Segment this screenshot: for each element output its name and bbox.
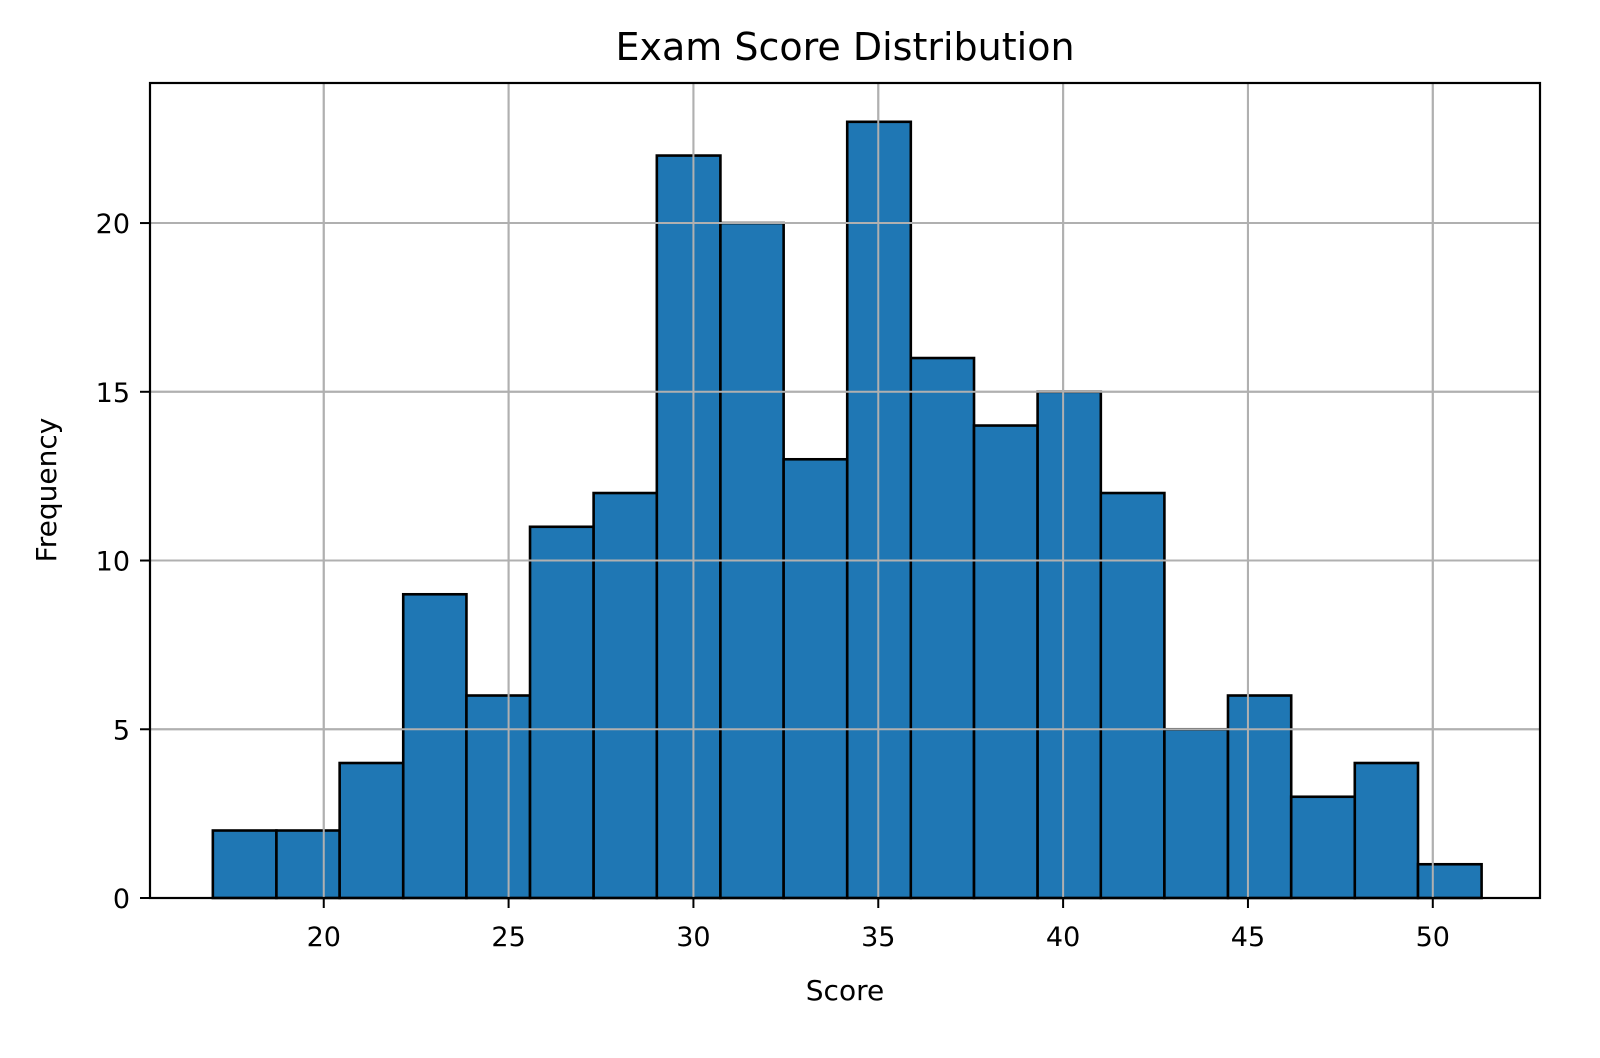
y-tick-label: 5	[113, 715, 130, 746]
histogram-bar	[528, 525, 595, 900]
histogram-bar	[1226, 694, 1293, 900]
histogram-bar	[1036, 390, 1103, 900]
x-tick-label: 40	[1046, 922, 1080, 953]
histogram-bar	[211, 829, 278, 900]
histogram-bar	[1099, 491, 1166, 900]
x-tick-label: 50	[1416, 922, 1450, 953]
y-tick-label: 10	[96, 547, 130, 578]
histogram-bar	[782, 457, 849, 900]
histogram-bar	[401, 592, 468, 900]
x-axis-ticks: 20 25 30 35 40 45 50	[307, 898, 1450, 953]
y-axis-label: Frequency	[30, 418, 63, 563]
y-tick-label: 0	[113, 884, 130, 915]
histogram-bar	[1163, 727, 1230, 900]
grid-overlay	[150, 83, 1540, 899]
histogram-bar	[275, 829, 341, 900]
y-tick-label: 15	[96, 378, 130, 409]
histogram-bar	[1353, 761, 1420, 900]
histogram-bar	[972, 424, 1039, 900]
plot-frame	[148, 81, 1542, 900]
y-axis-ticks: 0 5 10 15 20	[96, 209, 150, 915]
histogram-bar	[1416, 862, 1483, 900]
histogram-bar	[655, 154, 722, 900]
x-tick-label: 30	[676, 922, 710, 953]
chart-title: Exam Score Distribution	[615, 25, 1074, 69]
histogram-bar	[909, 356, 976, 900]
histogram-bar	[592, 491, 659, 900]
x-tick-label: 35	[861, 922, 895, 953]
x-tick-label: 45	[1231, 922, 1265, 953]
x-axis-label: Score	[806, 974, 884, 1007]
y-tick-label: 20	[96, 209, 130, 240]
histogram-bar	[338, 761, 405, 900]
histogram-bar	[465, 694, 532, 900]
histogram-bars	[211, 120, 1483, 900]
x-tick-label: 20	[307, 922, 341, 953]
x-tick-label: 25	[491, 922, 525, 953]
histogram-bar	[1289, 795, 1357, 900]
